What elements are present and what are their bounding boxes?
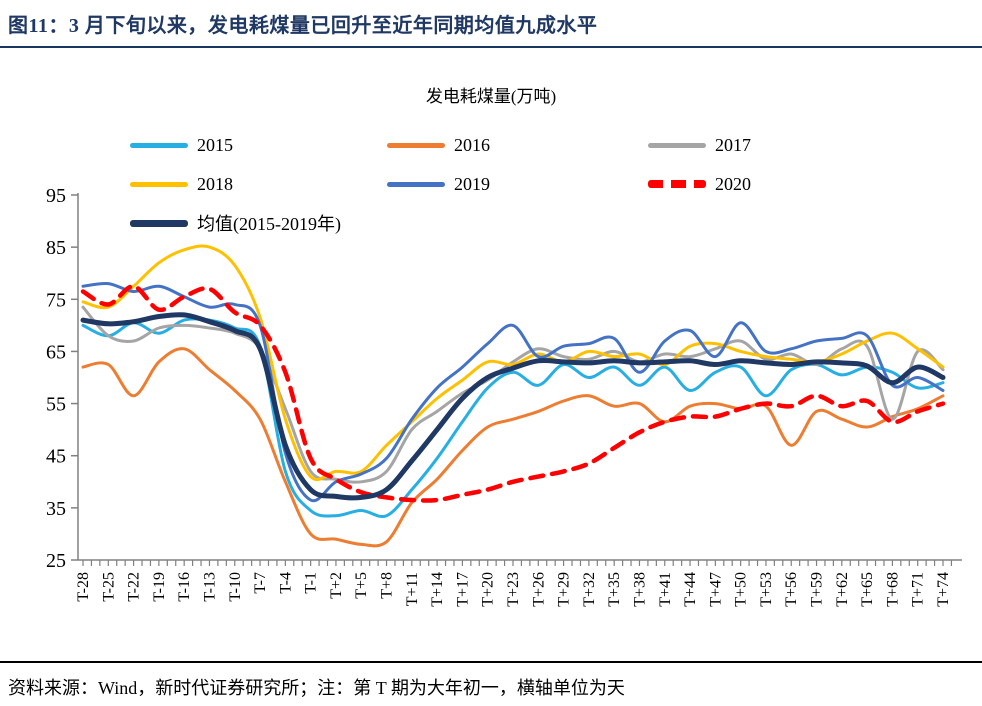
legend-item-2020: 2020 [648, 173, 751, 194]
y-tick-label: 75 [46, 289, 66, 311]
x-tick-label: T+44 [682, 572, 699, 607]
x-tick-label: T-4 [277, 572, 294, 594]
title-divider [0, 46, 982, 48]
x-tick-label: T+11 [404, 572, 421, 606]
x-tick-label: T+74 [935, 572, 952, 607]
x-tick-label: T-13 [201, 572, 218, 602]
x-tick-label: T-22 [126, 572, 143, 602]
legend-label: 2017 [715, 134, 751, 155]
x-tick-label: T-28 [75, 572, 92, 602]
x-tick-label: T+26 [530, 572, 547, 607]
series-line-2018 [81, 244, 945, 482]
x-tick-label: T+68 [884, 572, 901, 607]
legend-swatch [387, 181, 445, 187]
legend-item-2017: 2017 [648, 134, 751, 155]
y-tick-label: 25 [46, 550, 66, 572]
source-note: 资料来源：Wind，新时代证券研究所；注：第 T 期为大年初一，横轴单位为天 [8, 678, 625, 698]
x-tick-label: T+65 [859, 572, 876, 607]
x-tick-label: T+35 [606, 572, 623, 607]
legend-item-2016: 2016 [387, 134, 490, 155]
x-tick-label: T+2 [328, 572, 345, 599]
x-tick-label: T+59 [809, 572, 826, 607]
x-tick-label: T+62 [834, 572, 851, 607]
x-tick-label: T-19 [151, 572, 168, 602]
y-tick-label: 45 [46, 446, 66, 468]
legend-swatch [130, 181, 188, 187]
series-line-2016 [81, 347, 945, 548]
legend-item-2019: 2019 [387, 173, 490, 194]
x-tick-label: T+38 [631, 572, 648, 607]
y-tick-label: 35 [46, 498, 66, 520]
legend-item-2015: 2015 [130, 134, 233, 155]
legend-label: 2018 [197, 173, 233, 194]
legend-swatch [130, 219, 188, 227]
footer-divider [0, 661, 982, 663]
x-tick-label: T+50 [733, 572, 750, 607]
x-tick-label: T+5 [353, 572, 370, 599]
x-tick-label: T+47 [707, 572, 724, 607]
legend-swatch [387, 142, 445, 148]
x-tick-label: T+41 [657, 572, 674, 607]
chart-legend: 2015 2016 2017 2018 2019 2020 均值(2015-2019年) [0, 0, 982, 260]
legend-swatch [130, 142, 188, 148]
y-tick-label: 65 [46, 341, 66, 363]
y-tick-label: 95 [46, 185, 66, 207]
x-tick-label: T+8 [379, 572, 396, 599]
legend-item-20152019: 均值(2015-2019年) [130, 214, 341, 234]
x-tick-label: T-7 [252, 572, 269, 594]
legend-item-2018: 2018 [130, 173, 233, 194]
x-tick-label: T+53 [758, 572, 775, 607]
x-tick-label: T-1 [303, 572, 320, 594]
x-tick-label: T+71 [910, 572, 927, 607]
series-line-2020 [80, 284, 946, 503]
legend-label: 2019 [454, 173, 490, 194]
x-tick-label: T+23 [505, 572, 522, 607]
x-tick-label: T+32 [581, 572, 598, 607]
x-tick-label: T+17 [454, 572, 471, 607]
x-tick-label: T+20 [480, 572, 497, 607]
series-line-2017 [81, 305, 945, 484]
x-tick-label: T-25 [100, 572, 117, 602]
x-tick-label: T+14 [429, 572, 446, 607]
legend-label: 2015 [197, 134, 233, 155]
series-line-2019 [81, 281, 945, 503]
x-tick-label: T+29 [556, 572, 573, 607]
legend-swatch [648, 142, 706, 148]
y-tick-label: 55 [46, 394, 66, 416]
legend-label: 均值(2015-2019年) [197, 214, 341, 234]
x-tick-label: T-10 [227, 572, 244, 602]
x-tick-label: T+56 [783, 572, 800, 607]
legend-label: 2016 [454, 134, 490, 155]
series-line-20152019 [80, 312, 946, 501]
x-tick-label: T-16 [176, 572, 193, 602]
chart-title: 发电耗煤量(万吨) [425, 87, 557, 106]
y-tick-label: 85 [46, 237, 66, 259]
report-title: 图11：3 月下旬以来，发电耗煤量已回升至近年同期均值九成水平 [8, 15, 598, 37]
legend-swatch [648, 180, 706, 188]
legend-label: 2020 [715, 173, 751, 194]
